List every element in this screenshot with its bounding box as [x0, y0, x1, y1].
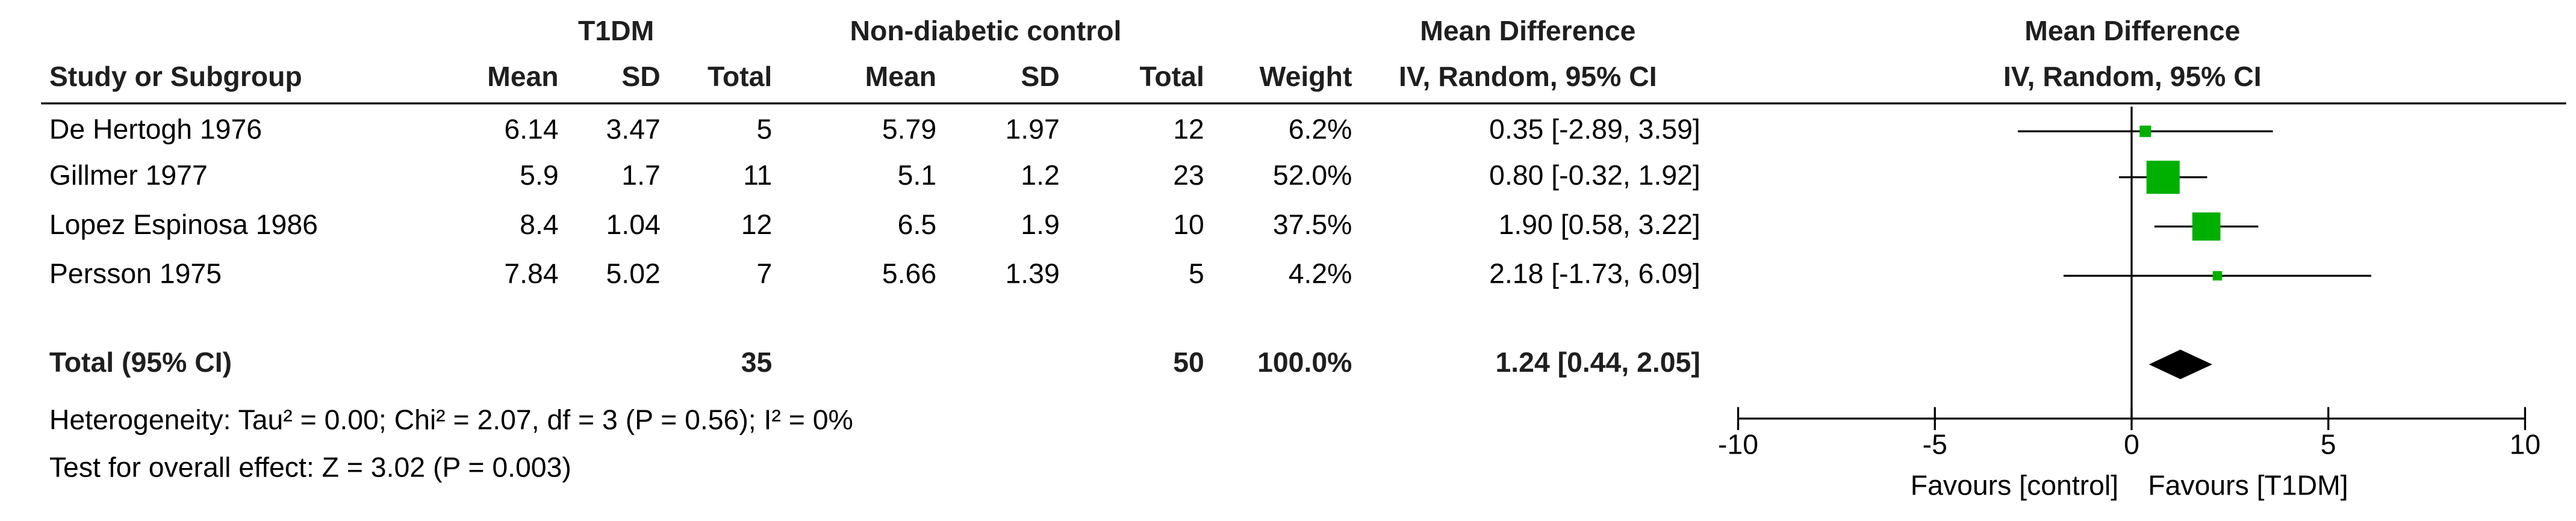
- x-label-right: Favours [T1DM]: [2148, 470, 2348, 501]
- column-header: SD: [1021, 61, 1059, 92]
- t1dm-cell: 11: [743, 159, 772, 191]
- x-tick-label: 10: [2510, 428, 2541, 460]
- plot-subtitle: IV, Random, 95% CI: [2003, 61, 2262, 92]
- weight-cell: 52.0%: [1273, 159, 1352, 191]
- control-cell: 5.66: [882, 258, 936, 289]
- t1dm-cell: 12: [741, 209, 773, 240]
- effect-cell: 2.18 [-1.73, 6.09]: [1489, 258, 1700, 289]
- study-name: Lopez Espinosa 1986: [49, 209, 318, 240]
- weight-cell: 6.2%: [1289, 114, 1352, 145]
- t1dm-cell: 8.4: [520, 209, 558, 240]
- t1dm-cell: 5: [757, 114, 773, 145]
- control-cell: 6.5: [898, 209, 936, 240]
- weight-cell: 4.2%: [1289, 258, 1352, 289]
- effect-square: [2212, 271, 2223, 281]
- control-cell: 12: [1173, 114, 1204, 145]
- study-name: Persson 1975: [49, 258, 222, 289]
- total-name: Total (95% CI): [49, 347, 232, 378]
- column-header: SD: [621, 61, 660, 92]
- control-cell: 5.1: [898, 159, 936, 191]
- total-t1dm: 35: [741, 347, 773, 378]
- effect-square: [2192, 212, 2221, 241]
- study-name: De Hertogh 1976: [49, 114, 262, 145]
- study-name: Gillmer 1977: [49, 159, 208, 191]
- t1dm-cell: 1.04: [606, 209, 661, 240]
- t1dm-cell: 7: [757, 258, 773, 289]
- control-cell: 1.9: [1021, 209, 1059, 240]
- control-cell: 1.97: [1006, 114, 1060, 145]
- column-header: Study or Subgroup: [49, 61, 302, 92]
- total-diamond: [2148, 350, 2212, 380]
- t1dm-cell: 1.7: [621, 159, 660, 191]
- control-cell: 23: [1173, 159, 1204, 191]
- t1dm-cell: 5.02: [606, 258, 661, 289]
- t1dm-cell: 5.9: [520, 159, 558, 191]
- x-label-left: Favours [control]: [1911, 470, 2118, 501]
- group-header: Mean Difference: [1420, 15, 1635, 46]
- t1dm-cell: 6.14: [504, 114, 558, 145]
- control-cell: 10: [1173, 209, 1204, 240]
- group-header: Non-diabetic control: [850, 15, 1122, 46]
- effect-cell: 0.80 [-0.32, 1.92]: [1489, 159, 1700, 191]
- column-header: Total: [1140, 61, 1204, 92]
- control-cell: 1.2: [1021, 159, 1059, 191]
- column-header: Weight: [1260, 61, 1352, 92]
- effect-square: [2139, 125, 2151, 137]
- effect-square: [2146, 161, 2180, 194]
- column-header: IV, Random, 95% CI: [1399, 61, 1657, 92]
- weight-cell: 37.5%: [1273, 209, 1352, 240]
- total-control: 50: [1173, 347, 1204, 378]
- effect-cell: 0.35 [-2.89, 3.59]: [1489, 114, 1700, 145]
- x-tick-label: 0: [2124, 428, 2139, 460]
- control-cell: 5.79: [882, 114, 936, 145]
- group-header: T1DM: [578, 15, 654, 46]
- t1dm-cell: 7.84: [504, 258, 558, 289]
- t1dm-cell: 3.47: [606, 114, 661, 145]
- x-tick-label: -5: [1923, 428, 1947, 460]
- total-effect: 1.24 [0.44, 2.05]: [1495, 347, 1700, 378]
- x-tick-label: 5: [2321, 428, 2336, 460]
- x-tick-label: -10: [1718, 428, 1758, 460]
- overall-effect: Test for overall effect: Z = 3.02 (P = 0…: [49, 452, 571, 483]
- total-weight: 100.0%: [1257, 347, 1352, 378]
- effect-cell: 1.90 [0.58, 3.22]: [1499, 209, 1700, 240]
- control-cell: 1.39: [1006, 258, 1060, 289]
- control-cell: 5: [1189, 258, 1204, 289]
- column-header: Total: [708, 61, 772, 92]
- heterogeneity: Heterogeneity: Tau² = 0.00; Chi² = 2.07,…: [49, 404, 853, 435]
- column-header: Mean: [865, 61, 937, 92]
- plot-title: Mean Difference: [2024, 15, 2240, 46]
- column-header: Mean: [487, 61, 559, 92]
